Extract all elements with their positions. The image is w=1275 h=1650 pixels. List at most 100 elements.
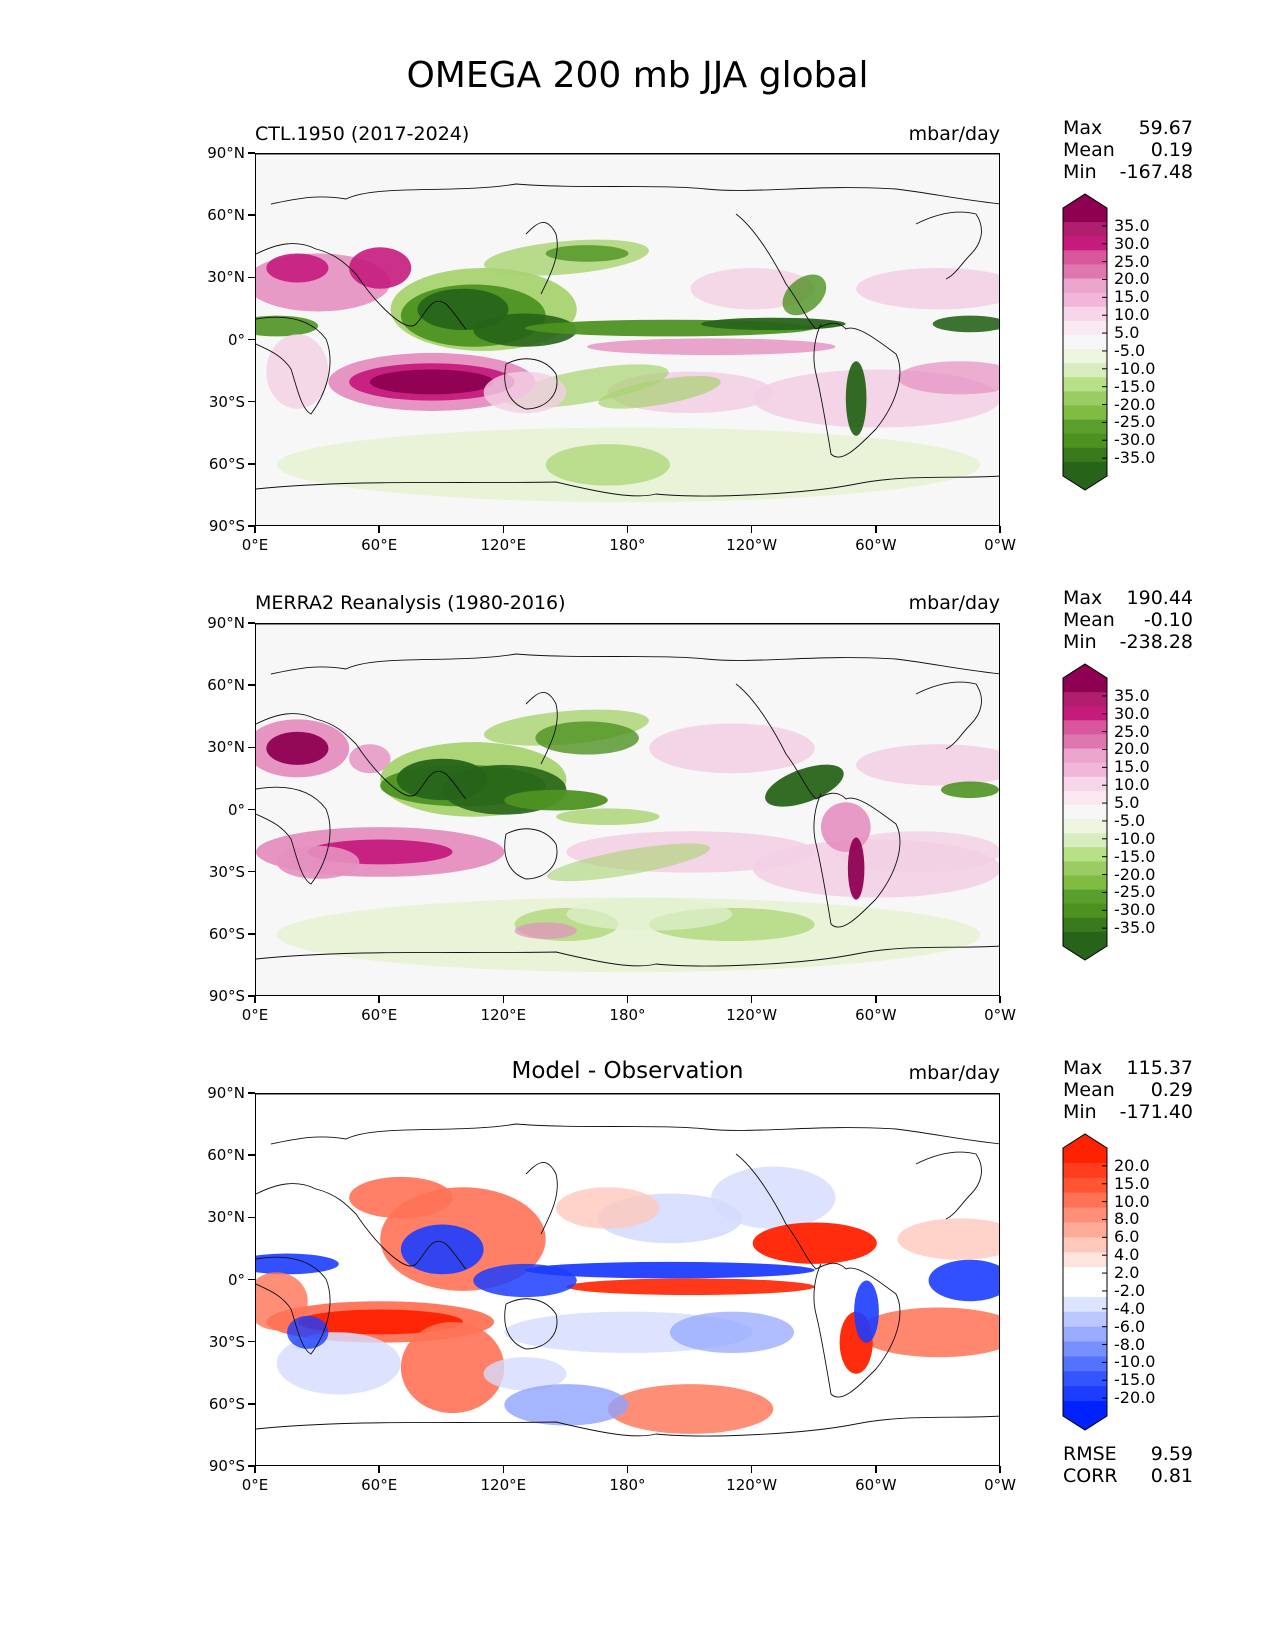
colorbar-swatch [1063,1237,1107,1253]
lon-tick [626,1466,629,1473]
field-blob [847,837,865,900]
field-blob [587,338,836,356]
field-blob [369,369,494,395]
colorbar-tick-label: -20.0 [1114,1388,1156,1408]
field-blob [535,721,639,755]
lat-tick [248,525,255,527]
colorbar-swatch [1063,461,1107,477]
lat-tick-label: 0° [227,330,245,349]
panel-obs: MERRA2 Reanalysis (1980-2016) mbar/day M… [0,0,1275,996]
colorbar-tick-label: -20.0 [1114,394,1156,414]
colorbar-tick-label: 20.0 [1114,1155,1150,1175]
colorbar-swatch [1063,433,1107,449]
panel-title: MERRA2 Reanalysis (1980-2016) [255,592,566,614]
panel-title: CTL.1950 (2017-2024) [255,123,470,145]
field-blob [546,843,711,882]
lat-tick [248,622,255,624]
lat-tick [248,1465,255,1467]
coastline [525,222,558,295]
field-blob [897,361,999,395]
map-field [256,1094,999,1465]
coastline [735,683,901,928]
figure-title: OMEGA 200 mb JJA global [406,55,869,96]
min-label: Min [1063,1101,1097,1123]
lon-tick [999,526,1001,533]
max-value: 190.44 [1126,587,1193,609]
colorbar-swatch [1063,1401,1107,1417]
lon-tick-label: 120°E [480,536,527,554]
coastline [735,1153,901,1398]
colorbar-tick-label: 25.0 [1114,251,1150,271]
colorbar-swatch [1063,819,1107,834]
colorbar-outline [1062,193,1108,491]
max-label: Max [1063,1057,1103,1079]
min-value: -167.48 [1119,161,1193,183]
stats-box: Max 190.44 Mean -0.10 Min -238.28 [1063,587,1193,653]
panel-diff: Model - Observation mbar/day Max 115.37 M… [0,0,1275,1487]
lon-tick [254,526,256,533]
colorbar-tick-label: -25.0 [1114,412,1156,432]
colorbar-tick-label: 10.0 [1114,1191,1150,1211]
colorbar-swatch [1063,1341,1107,1357]
lat-tick [248,684,255,686]
colorbar-swatch [1063,748,1107,764]
lat-tick [248,400,255,403]
colorbar-tick-label: -30.0 [1114,430,1156,450]
field-blob [504,789,608,811]
coastline [525,1162,558,1235]
coastline [256,945,999,967]
colorbar-swatch [1063,706,1107,721]
lat-tick-label: 90°S [208,517,245,535]
lat-tick [248,214,255,216]
colorbar-tick-label: 15.0 [1114,287,1150,307]
field-blob [598,375,721,409]
lon-tick-label: 60°E [361,1476,398,1494]
field-blob [266,731,329,765]
colorbar-swatch [1063,208,1107,223]
colorbar-graphic [1062,1133,1108,1431]
colorbar-swatch [1063,377,1107,392]
colorbar-graphic [1062,193,1108,491]
lat-tick-label: 60°S [208,924,245,943]
lon-tick [875,996,877,1003]
coastline [504,828,558,880]
field-blob [256,315,319,337]
min-label: Min [1063,631,1097,653]
field-blob [752,1222,877,1264]
colorbar-tick-label: -35.0 [1114,918,1156,938]
field-blob [256,1272,308,1331]
field-blob [287,1315,329,1349]
corr-value: 0.81 [1150,1465,1193,1487]
lon-tick-label: 60°E [361,536,398,554]
colorbar-swatch [1063,419,1107,435]
colorbar-swatch [1063,1326,1107,1343]
colorbar-swatch [1063,1371,1107,1387]
mean-label: Mean [1063,609,1115,631]
colorbar-tick-label: -8.0 [1114,1334,1146,1354]
field-blob [607,1384,774,1434]
colorbar-swatch [1063,278,1107,294]
colorbar-tick-label: -2.0 [1114,1280,1146,1300]
lat-tick [248,1340,255,1343]
coastline [270,1123,999,1145]
field-blob [276,845,360,879]
coastline [504,1298,558,1350]
map-field [256,154,999,525]
coastline [270,183,999,205]
coastline [256,243,467,330]
colorbar-swatch [1063,776,1107,792]
lat-tick [248,1403,255,1405]
mean-value: -0.10 [1143,609,1193,631]
colorbar-swatch [1063,349,1107,364]
colorbar-swatch [1063,250,1107,265]
lon-tick-label: 120°W [726,1006,778,1024]
rmse-label: RMSE [1063,1443,1117,1465]
colorbar-tick-label: -10.0 [1114,1352,1156,1372]
colorbar-tick-label: 25.0 [1114,721,1150,741]
map-plot [255,153,1000,526]
lat-tick-label: 30°N [207,1208,245,1227]
field-blob [349,1176,453,1219]
lon-tick [502,996,505,1003]
lon-tick-label: 120°W [726,536,778,554]
coastline [915,211,982,280]
